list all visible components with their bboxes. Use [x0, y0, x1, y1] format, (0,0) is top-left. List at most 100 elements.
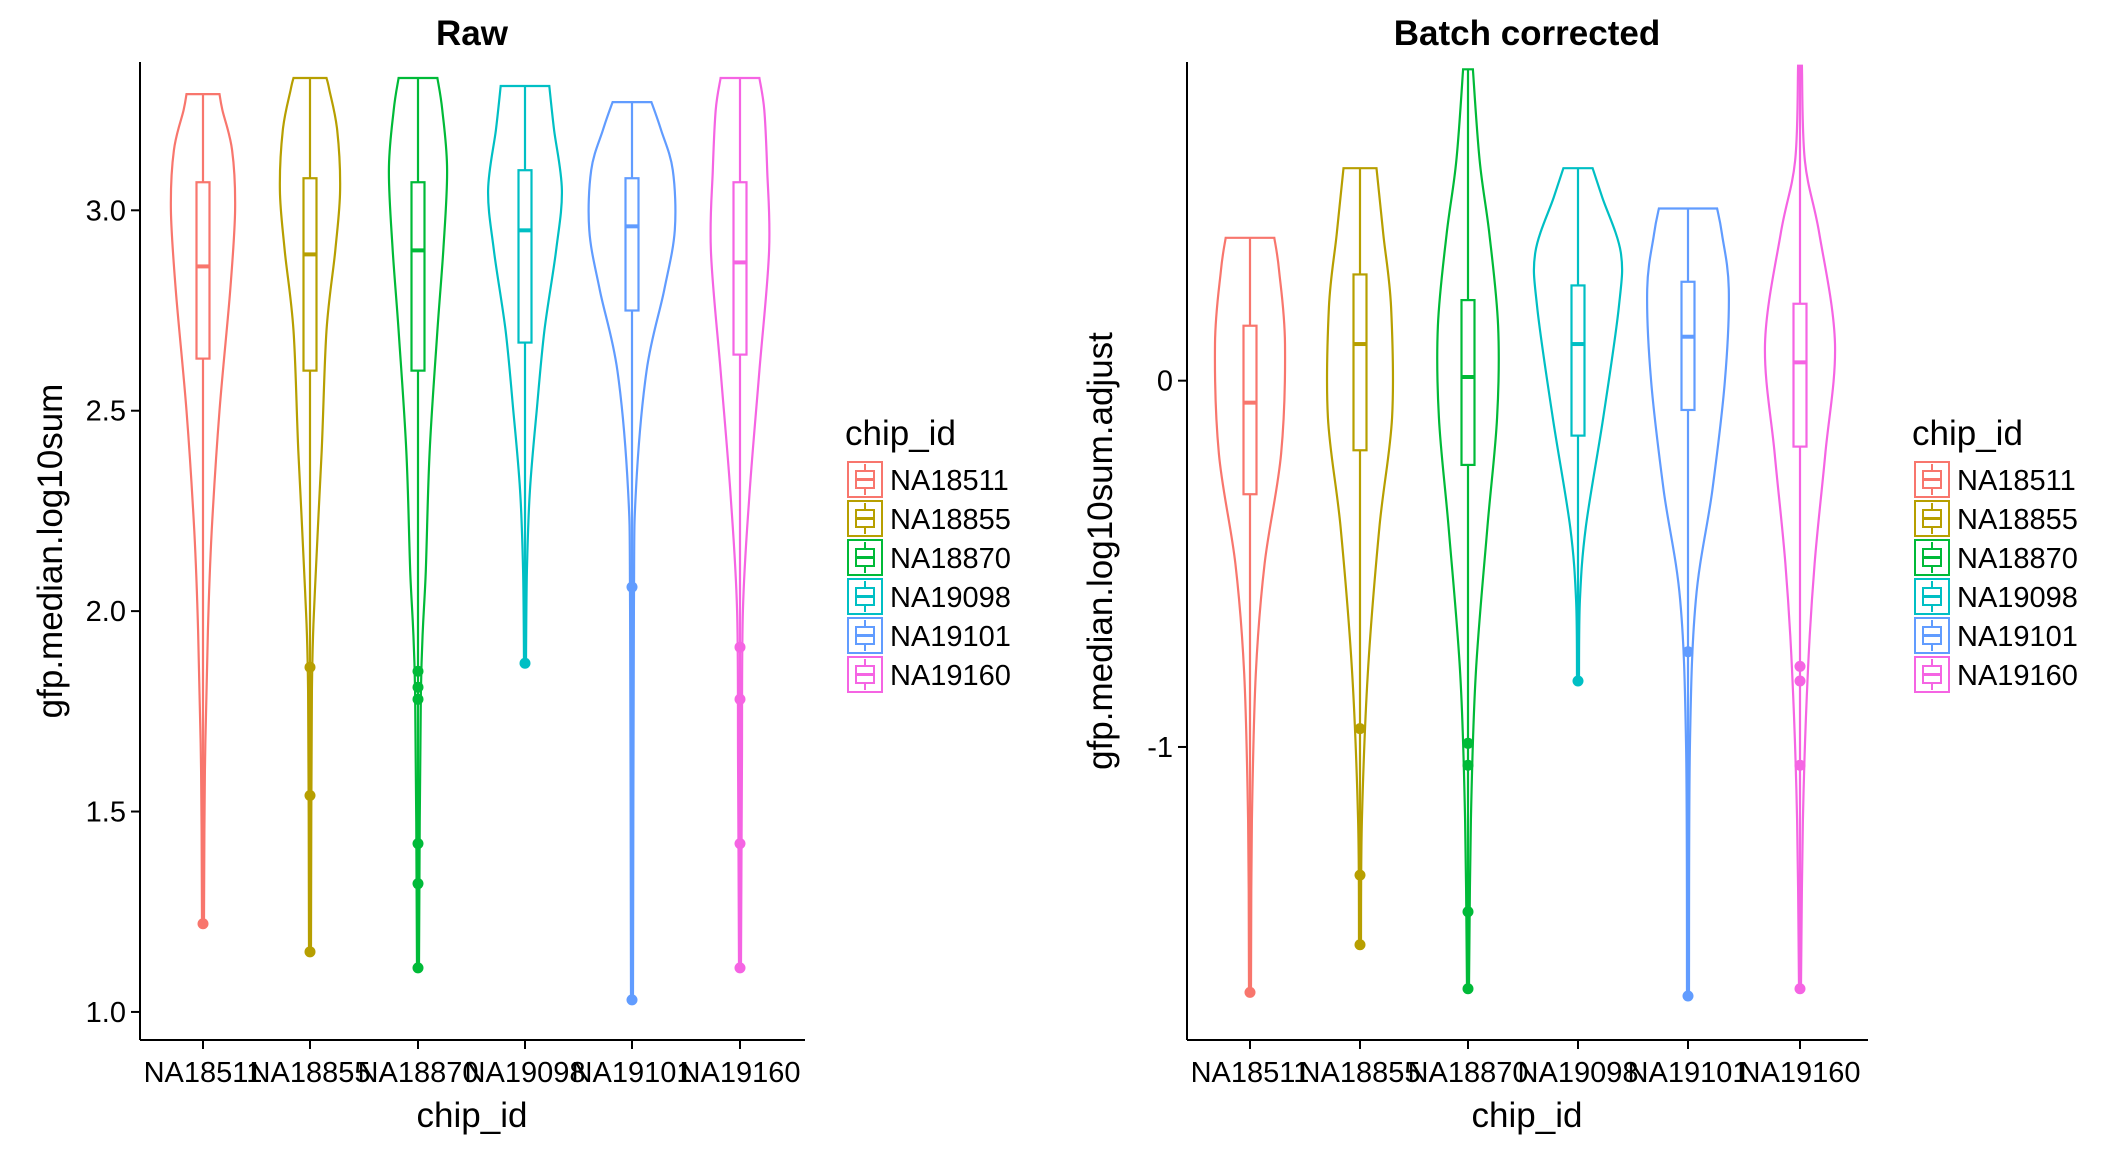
legend-label: NA18511	[1957, 465, 2076, 497]
box	[1460, 298, 1476, 467]
violin-NA18511: NA18511	[1191, 236, 1310, 1089]
x-tick-label: NA19101	[572, 1057, 693, 1089]
x-axis-label: chip_id	[1472, 1096, 1583, 1135]
outlier-point	[304, 946, 316, 958]
outlier-point	[734, 641, 746, 653]
x-tick-label: NA19160	[1740, 1057, 1861, 1089]
violin-NA18870: NA18870	[358, 76, 479, 1089]
y-tick-label: 3.0	[86, 195, 126, 227]
legend-label: NA19160	[890, 660, 1011, 692]
legend-key-NA19101	[1914, 617, 1950, 654]
x-tick-label: NA18870	[1408, 1057, 1529, 1089]
box	[624, 177, 640, 312]
violin-NA19160: NA19160	[680, 76, 801, 1089]
y-tick-label: 2.0	[86, 596, 126, 628]
legend-label: NA18870	[1957, 543, 2078, 575]
outlier-point	[1462, 983, 1474, 995]
chart-title: Raw	[436, 14, 509, 53]
outlier-point	[1462, 906, 1474, 918]
y-tick-label: -1	[1147, 732, 1173, 764]
outlier-point	[304, 661, 316, 673]
violin-shape	[387, 76, 449, 970]
legend-label: NA18511	[890, 465, 1009, 497]
outlier-point	[1354, 723, 1366, 735]
violin-shape	[1325, 167, 1395, 946]
x-tick-label: NA19160	[680, 1057, 801, 1089]
violin-NA19098: NA19098	[1518, 167, 1638, 1089]
box	[410, 181, 426, 372]
outlier-point	[412, 878, 424, 890]
outlier-point	[1794, 983, 1806, 995]
outlier-point	[1572, 675, 1584, 687]
outlier-point	[412, 665, 424, 677]
outlier-point	[626, 581, 638, 593]
x-tick-label: NA19098	[465, 1057, 586, 1089]
x-tick-label: NA18511	[144, 1057, 263, 1089]
outlier-point	[1462, 737, 1474, 749]
legend-label: NA18855	[1957, 504, 2078, 536]
violin-shape	[1646, 207, 1730, 998]
outlier-point	[412, 681, 424, 693]
outlier-point	[734, 962, 746, 974]
legend-label: NA18870	[890, 543, 1011, 575]
outlier-point	[1794, 759, 1806, 771]
box	[732, 181, 748, 356]
legend-key-NA18855	[1914, 500, 1950, 537]
legend-key-NA18511	[847, 461, 883, 498]
panel-raw: Raw 1.0 1.5 2.0 2.5 3.0 gfp.median.log10sum chi…	[31, 14, 1011, 1135]
outlier-point	[197, 918, 209, 930]
legend-key-NA19098	[847, 578, 883, 615]
legend-key-NA18511	[1914, 461, 1950, 498]
violin-shape	[587, 101, 677, 1002]
legend-key-NA19098	[1914, 578, 1950, 615]
outlier-point	[1462, 759, 1474, 771]
violin-NA19101: NA19101	[572, 101, 693, 1089]
outlier-point	[412, 693, 424, 705]
x-tick-label: NA18870	[358, 1057, 479, 1089]
y-tick-label: 2.5	[86, 396, 126, 428]
y-tick-label: 1.5	[86, 797, 126, 829]
outlier-point	[304, 790, 316, 801]
outlier-point	[1682, 990, 1694, 1002]
violin-NA19101: NA19101	[1628, 207, 1748, 1089]
legend-key-NA19160	[847, 656, 883, 693]
legend-key-NA18870	[847, 539, 883, 576]
x-axis-label: chip_id	[417, 1096, 528, 1135]
violin-shape	[1763, 64, 1837, 990]
legend-label: NA19101	[1957, 621, 2078, 653]
box	[1352, 273, 1368, 452]
legend-label: NA19098	[890, 582, 1011, 614]
box	[517, 169, 533, 344]
box	[302, 177, 318, 372]
y-tick-label: 0	[1157, 366, 1173, 398]
outlier-point	[1244, 986, 1256, 998]
violin-NA19160: NA19160	[1740, 64, 1861, 1089]
box	[195, 181, 211, 360]
x-tick-label: NA18511	[1191, 1057, 1310, 1089]
violin-shape	[709, 76, 771, 970]
outlier-point	[626, 994, 638, 1006]
violin-shape	[486, 84, 564, 665]
y-tick-label: 1.0	[86, 997, 126, 1029]
box	[1792, 302, 1808, 448]
legend-title: chip_id	[1912, 414, 2023, 453]
outlier-point	[519, 657, 531, 669]
legend-title: chip_id	[845, 414, 956, 453]
y-axis-label: gfp.median.log10sum.adjust	[1081, 332, 1120, 770]
violin-shape	[1436, 68, 1500, 990]
violin-NA18855: NA18855	[1300, 167, 1420, 1089]
outlier-point	[1354, 869, 1366, 881]
legend-label: NA19098	[1957, 582, 2078, 614]
violin-shape	[278, 76, 342, 953]
outlier-point	[1682, 646, 1694, 658]
violin-shape	[1213, 236, 1287, 994]
chart-title: Batch corrected	[1394, 14, 1660, 53]
y-axis-label: gfp.median.log10sum	[31, 384, 70, 719]
outlier-point	[1794, 675, 1806, 687]
outlier-point	[734, 838, 746, 850]
legend-key-NA18855	[847, 500, 883, 537]
outlier-point	[1794, 660, 1806, 672]
violin-NA18855: NA18855	[250, 76, 370, 1089]
outlier-point	[1354, 939, 1366, 951]
